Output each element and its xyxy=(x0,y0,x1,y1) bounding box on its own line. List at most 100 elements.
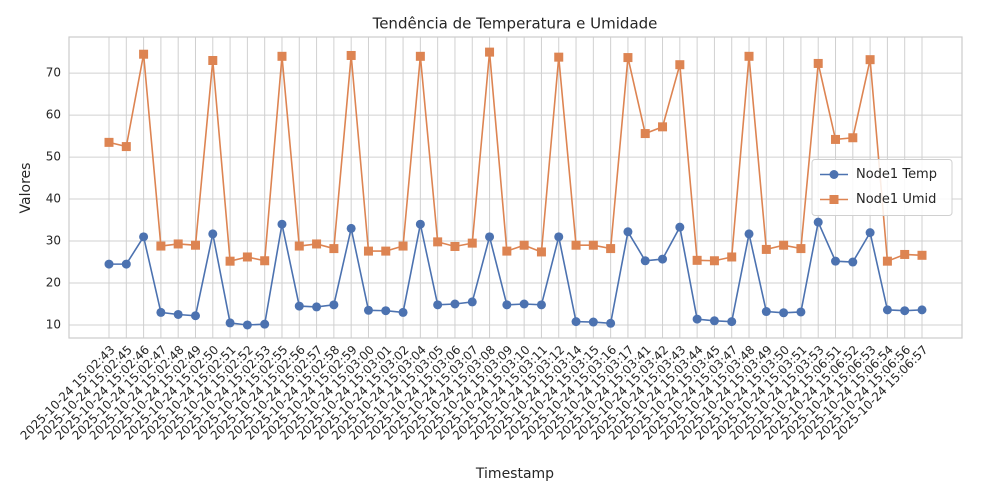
marker xyxy=(173,309,183,319)
marker xyxy=(917,250,927,260)
marker xyxy=(173,239,183,249)
y-tick-label: 10 xyxy=(46,317,61,331)
marker xyxy=(467,238,477,248)
marker xyxy=(467,297,477,307)
marker xyxy=(606,318,616,328)
marker xyxy=(588,317,598,327)
marker xyxy=(900,306,910,316)
marker xyxy=(727,252,737,262)
marker xyxy=(312,302,322,312)
marker xyxy=(675,60,685,70)
y-tick-label: 30 xyxy=(46,234,61,248)
marker xyxy=(692,255,702,265)
marker xyxy=(450,241,460,251)
y-tick-label: 60 xyxy=(46,108,61,122)
marker xyxy=(554,232,564,242)
marker xyxy=(190,311,200,321)
marker xyxy=(623,53,633,63)
marker xyxy=(536,300,546,310)
legend: Node1 Temp Node1 Umid xyxy=(811,159,953,216)
marker xyxy=(761,244,771,254)
marker xyxy=(829,170,839,179)
marker xyxy=(415,51,425,61)
marker xyxy=(882,305,892,315)
marker xyxy=(225,256,235,266)
marker xyxy=(156,307,166,317)
marker xyxy=(692,314,702,324)
marker xyxy=(502,246,512,256)
marker xyxy=(813,217,823,227)
marker xyxy=(588,240,598,250)
marker xyxy=(121,142,131,152)
marker xyxy=(363,246,373,256)
marker xyxy=(658,254,668,264)
marker xyxy=(623,227,633,237)
marker xyxy=(485,232,495,242)
marker xyxy=(433,237,443,247)
marker xyxy=(190,240,200,250)
marker xyxy=(848,257,858,267)
marker xyxy=(381,246,391,256)
marker xyxy=(277,219,287,229)
marker xyxy=(398,241,408,251)
marker xyxy=(744,229,754,239)
y-tick-label: 20 xyxy=(46,276,61,290)
marker xyxy=(312,239,322,249)
marker xyxy=(658,122,668,132)
marker xyxy=(502,300,512,310)
marker xyxy=(779,240,789,250)
marker xyxy=(536,247,546,257)
marker xyxy=(917,305,927,315)
y-tick-label: 50 xyxy=(46,150,61,164)
marker xyxy=(121,259,131,269)
plot-frame xyxy=(68,36,963,339)
marker xyxy=(519,299,529,309)
marker xyxy=(329,300,339,310)
marker xyxy=(242,252,252,262)
marker xyxy=(346,50,356,60)
marker xyxy=(104,137,114,147)
marker xyxy=(260,319,270,329)
marker xyxy=(554,52,564,62)
x-axis-label: Timestamp xyxy=(475,466,554,482)
marker xyxy=(415,219,425,229)
marker xyxy=(709,316,719,326)
marker xyxy=(900,249,910,259)
marker xyxy=(727,317,737,327)
marker xyxy=(831,134,841,144)
marker xyxy=(796,244,806,254)
marker xyxy=(640,256,650,266)
marker xyxy=(675,222,685,232)
marker xyxy=(139,49,149,59)
legend-label: Node1 Umid xyxy=(856,192,936,207)
marker xyxy=(865,228,875,238)
marker xyxy=(294,301,304,311)
marker xyxy=(606,244,616,254)
marker xyxy=(882,256,892,266)
legend-box xyxy=(811,159,953,216)
marker xyxy=(294,241,304,251)
marker xyxy=(398,307,408,317)
y-tick-label: 70 xyxy=(46,66,61,80)
marker xyxy=(640,129,650,139)
marker xyxy=(848,133,858,143)
marker xyxy=(104,259,114,269)
marker xyxy=(865,55,875,65)
marker xyxy=(831,256,841,266)
marker xyxy=(779,308,789,318)
marker xyxy=(519,240,529,250)
marker xyxy=(433,300,443,310)
marker xyxy=(744,51,754,61)
marker xyxy=(796,307,806,317)
marker xyxy=(225,318,235,328)
marker xyxy=(571,317,581,327)
marker xyxy=(329,244,339,254)
marker xyxy=(260,256,270,266)
marker xyxy=(139,232,149,242)
marker xyxy=(761,307,771,317)
marker xyxy=(208,56,218,66)
marker xyxy=(277,51,287,61)
marker xyxy=(156,241,166,251)
marker xyxy=(571,240,581,250)
